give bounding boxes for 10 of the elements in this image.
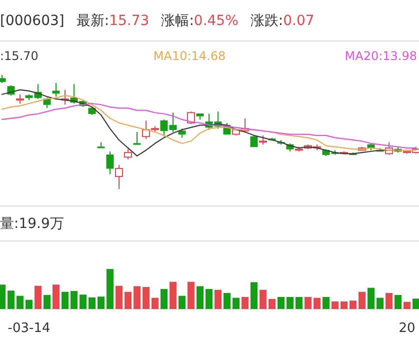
text: 最新:15.73 xyxy=(76,13,150,29)
chart-title: [000603] xyxy=(0,13,64,29)
x-tick-label: -03-14 xyxy=(8,321,50,336)
text: 涨幅:0.45% xyxy=(161,13,238,29)
text: 涨跌:0.07 xyxy=(250,13,314,29)
text: MA20:13.98 xyxy=(344,49,417,63)
x-tick-label: 20 xyxy=(398,321,416,336)
chart-title: 量:19.9万 xyxy=(0,216,64,232)
text: :15.70 xyxy=(0,49,38,63)
text: MA10:14.68 xyxy=(153,49,226,63)
